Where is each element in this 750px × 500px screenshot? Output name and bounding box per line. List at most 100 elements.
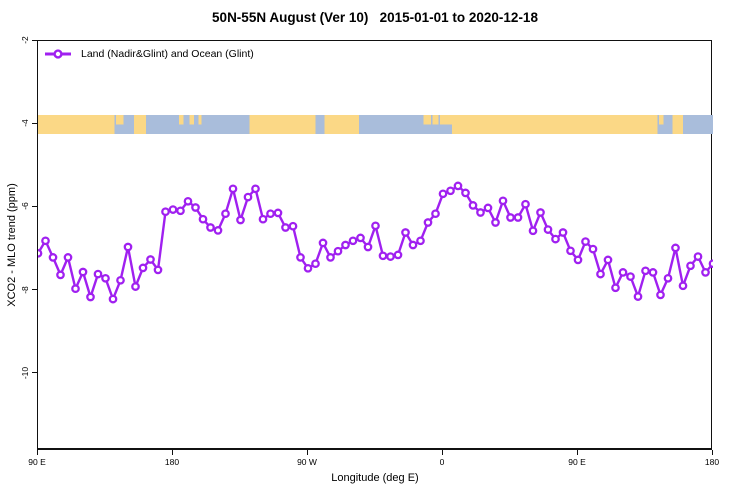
y-tick-label: -8 xyxy=(20,285,30,294)
data-point-marker xyxy=(38,248,43,258)
legend-label: Land (Nadir&Glint) and Ocean (Glint) xyxy=(81,48,254,60)
x-tick-mark xyxy=(171,450,173,455)
data-point-marker xyxy=(611,283,620,293)
data-point-marker xyxy=(596,269,605,279)
data-point-marker xyxy=(348,236,358,246)
legend: Land (Nadir&Glint) and Ocean (Glint) xyxy=(44,47,254,61)
data-point-marker xyxy=(416,236,425,246)
data-point-marker xyxy=(618,268,628,277)
map-strip-land-segment xyxy=(134,115,146,134)
data-point-marker xyxy=(131,282,140,291)
data-point-marker xyxy=(101,273,110,283)
data-point-marker xyxy=(431,209,440,219)
data-point-marker xyxy=(311,259,320,269)
data-point-marker xyxy=(86,292,95,302)
y-tick-mark xyxy=(32,289,37,291)
data-point-marker xyxy=(438,189,448,199)
chart-title: 50N-55N August (Ver 10) 2015-01-01 to 20… xyxy=(212,10,538,25)
x-tick-mark xyxy=(36,450,38,455)
data-point-marker xyxy=(573,255,583,265)
data-point-marker xyxy=(356,233,365,243)
data-point-marker xyxy=(176,206,185,216)
data-point-marker xyxy=(71,284,80,294)
data-point-marker xyxy=(708,259,713,269)
map-strip-land-patch xyxy=(198,115,202,125)
data-point-marker xyxy=(498,196,508,206)
data-point-marker xyxy=(551,234,560,244)
map-strip-land-patch xyxy=(659,115,664,125)
data-point-marker xyxy=(401,228,410,237)
data-series-line xyxy=(38,184,713,301)
x-tick-label: 90 W xyxy=(297,457,317,467)
data-point-marker xyxy=(318,238,328,248)
plot-canvas xyxy=(38,115,713,304)
data-point-marker xyxy=(93,269,103,279)
map-strip-land-segment xyxy=(324,115,359,134)
data-point-marker xyxy=(528,226,538,236)
x-tick-mark xyxy=(576,450,578,455)
y-tick-mark xyxy=(32,372,37,374)
x-tick-mark xyxy=(306,450,308,455)
data-point-marker xyxy=(251,184,260,194)
data-point-marker xyxy=(341,240,350,250)
data-point-marker xyxy=(296,253,305,262)
data-point-marker xyxy=(453,181,463,191)
data-point-marker xyxy=(393,250,403,260)
x-tick-label: 0 xyxy=(439,457,445,467)
x-tick-label: 90 E xyxy=(568,457,586,467)
data-point-marker xyxy=(258,214,268,224)
data-point-marker xyxy=(656,290,665,300)
data-point-marker xyxy=(228,184,238,194)
x-tick-mark xyxy=(441,450,443,455)
data-point-marker xyxy=(626,272,635,281)
data-point-marker xyxy=(686,261,695,271)
data-point-marker xyxy=(536,208,545,217)
data-point-marker xyxy=(108,294,118,304)
data-point-marker xyxy=(641,266,650,276)
map-strip-land-segment xyxy=(249,115,316,134)
data-point-marker xyxy=(633,292,643,301)
data-point-marker xyxy=(281,223,290,232)
data-point-marker xyxy=(138,263,148,273)
data-point-marker xyxy=(588,244,598,254)
data-point-marker xyxy=(48,253,58,262)
data-point-marker xyxy=(116,275,125,285)
data-point-marker xyxy=(603,255,613,265)
data-point-marker xyxy=(326,253,335,262)
data-point-marker xyxy=(303,263,313,273)
data-point-marker xyxy=(468,201,478,210)
data-point-marker xyxy=(123,242,133,252)
data-point-marker xyxy=(558,228,568,237)
data-point-marker xyxy=(56,270,65,280)
data-point-marker xyxy=(333,246,343,256)
data-point-marker xyxy=(566,246,575,256)
y-tick-label: -2 xyxy=(20,36,30,44)
data-point-marker xyxy=(153,265,163,275)
data-point-marker xyxy=(78,267,88,277)
data-point-marker xyxy=(273,208,283,218)
data-point-marker xyxy=(378,251,388,261)
data-point-marker xyxy=(648,268,658,277)
data-point-marker xyxy=(168,205,178,214)
y-tick-label: -10 xyxy=(20,366,30,380)
y-tick-label: -6 xyxy=(20,202,30,211)
data-point-marker xyxy=(386,252,395,261)
data-point-marker xyxy=(423,218,433,227)
x-tick-label: 180 xyxy=(704,457,720,467)
data-point-marker xyxy=(446,186,455,196)
map-strip-land-segment xyxy=(38,115,115,134)
data-point-marker xyxy=(701,268,710,277)
y-tick-mark xyxy=(32,122,37,124)
data-point-marker xyxy=(41,236,50,246)
data-point-marker xyxy=(371,221,380,231)
data-point-marker xyxy=(236,215,245,225)
data-point-marker xyxy=(213,226,223,235)
data-point-marker xyxy=(363,242,373,252)
y-tick-label: -4 xyxy=(20,119,30,128)
map-strip-land-patch xyxy=(440,115,452,125)
data-point-marker xyxy=(408,240,418,250)
data-point-marker xyxy=(543,225,553,234)
data-point-marker xyxy=(63,253,73,262)
x-tick-label: 180 xyxy=(164,457,180,467)
